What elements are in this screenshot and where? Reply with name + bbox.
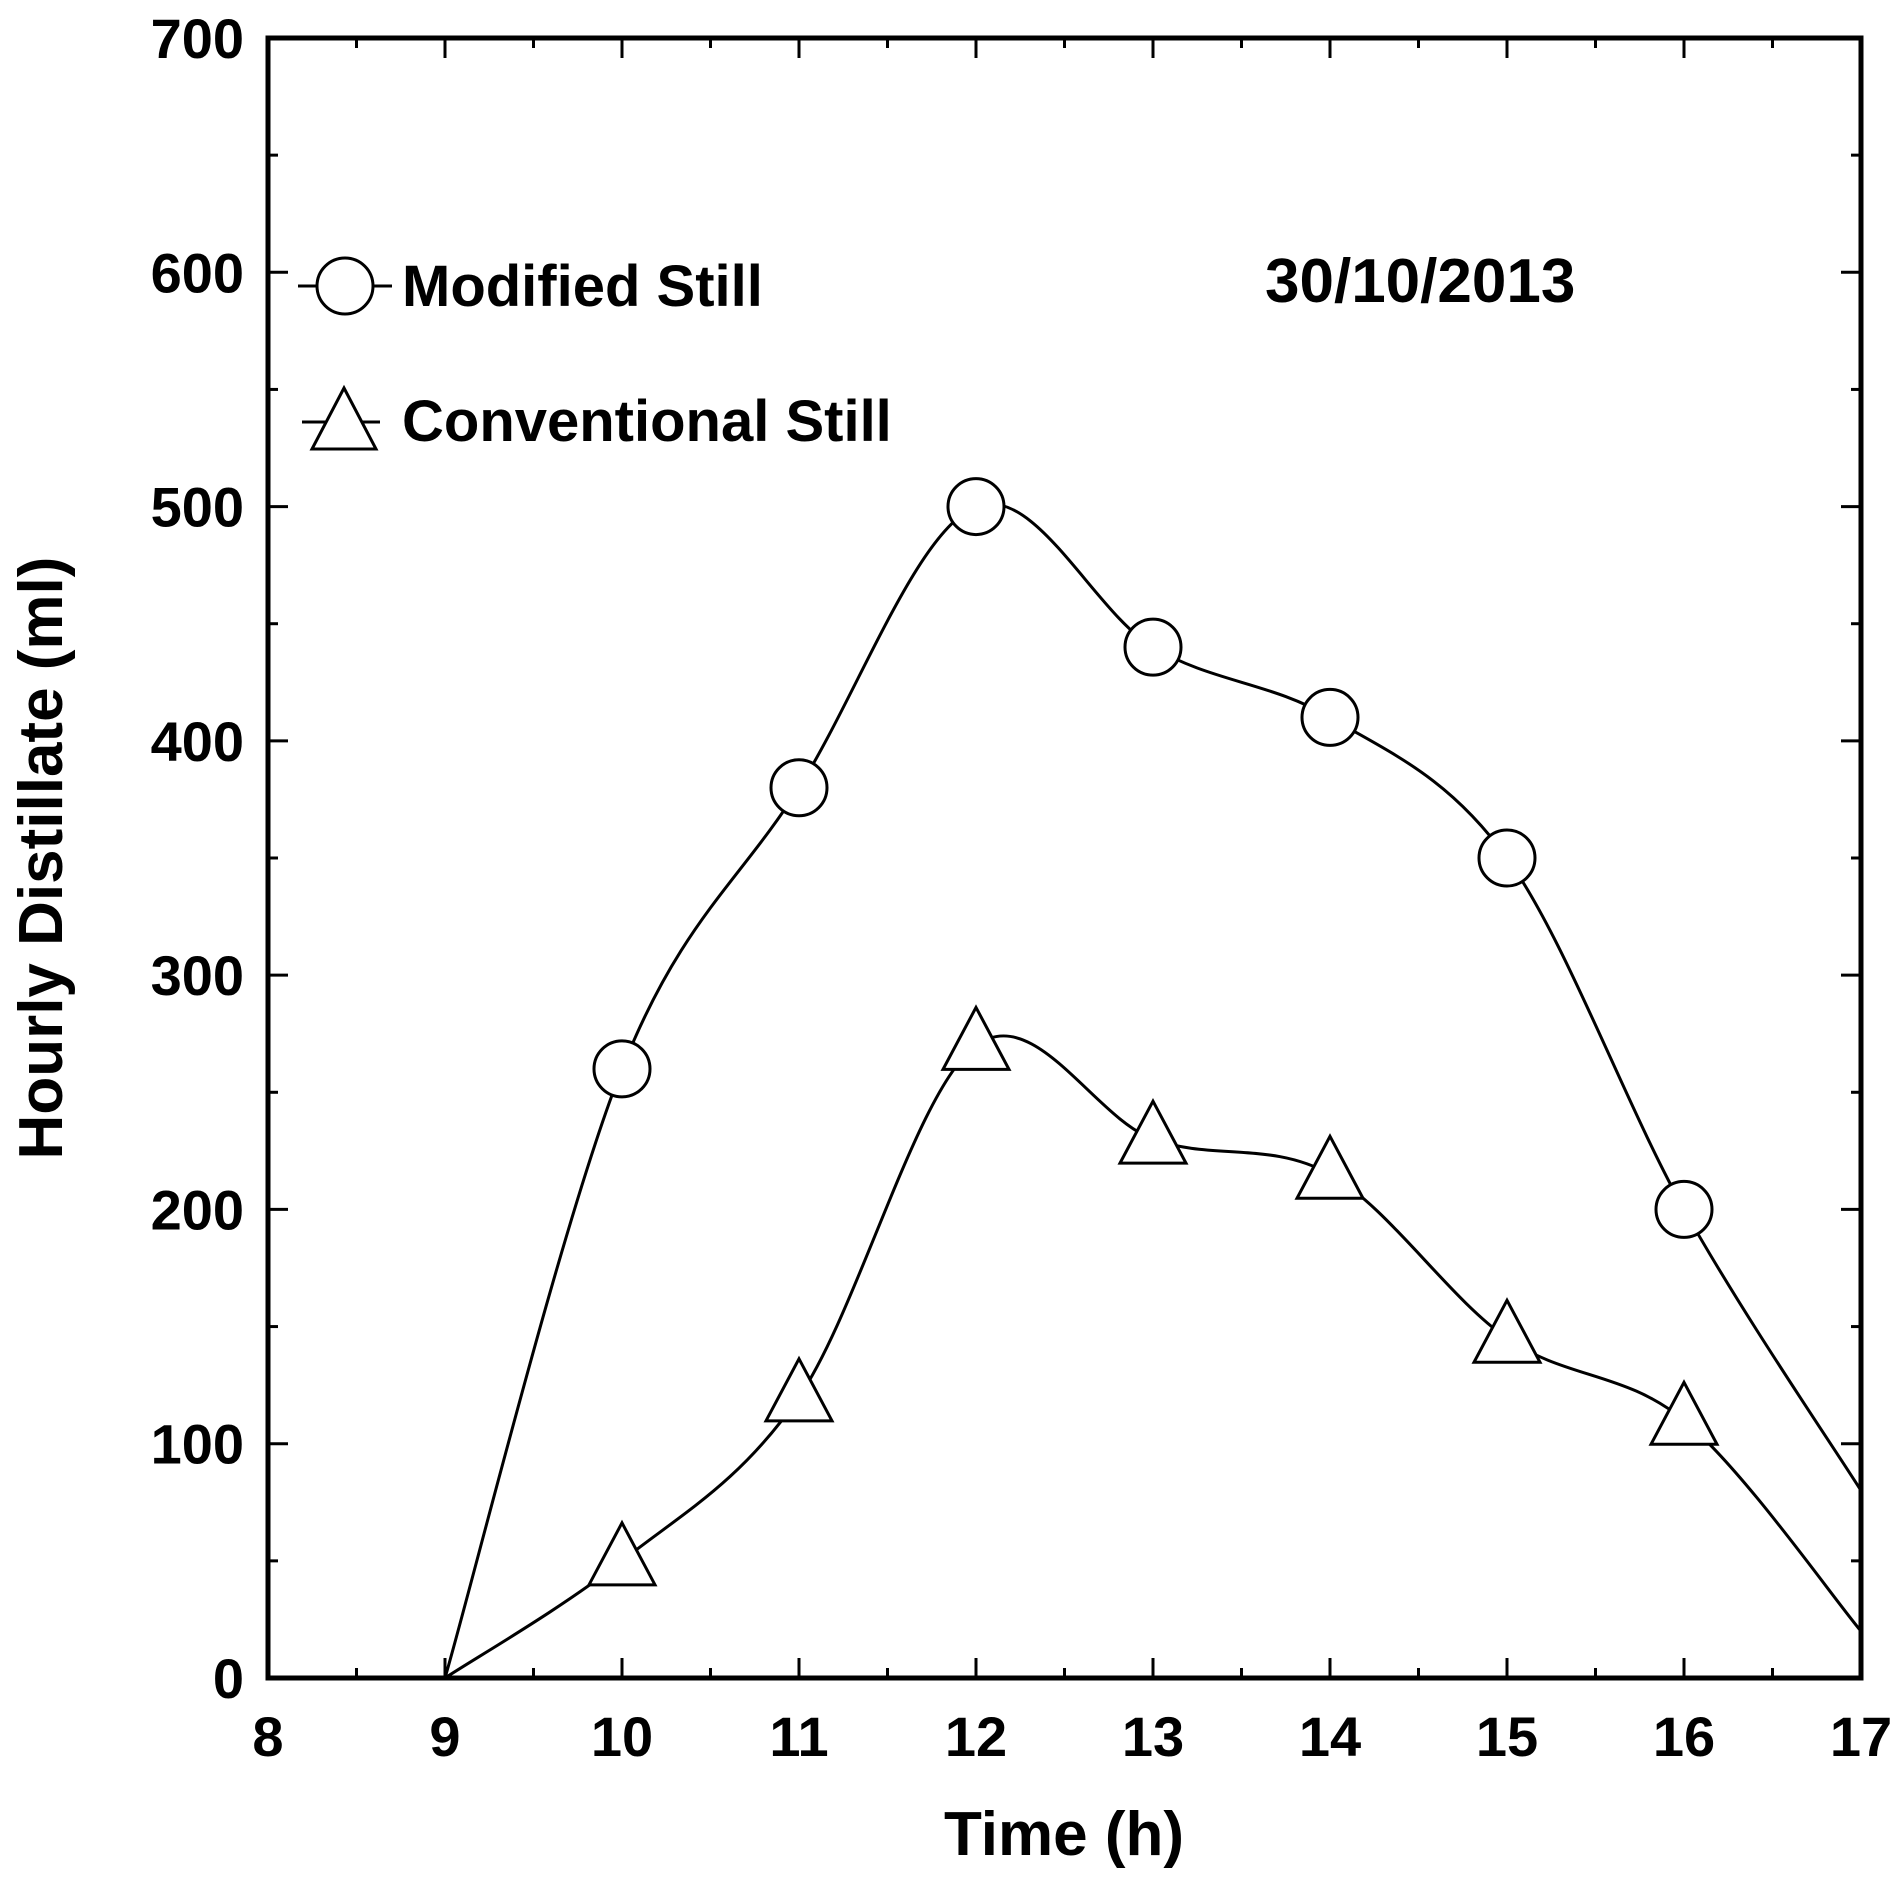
- y-tick-label: 400: [151, 710, 244, 773]
- ticks-layer: 8 9 10 11 12 13 14 15 16 17 0 100 200 300 400 500 600 700: [151, 7, 1893, 1768]
- legend-circle-marker: [315, 256, 375, 316]
- data-point-conventional-still: [1117, 1097, 1189, 1165]
- x-tick-label: 10: [591, 1705, 653, 1768]
- data-point-conventional-still: [940, 1004, 1012, 1071]
- y-tick-label: 600: [151, 241, 244, 304]
- data-point-modified-still: [946, 477, 1006, 537]
- data-point-modified-still: [1477, 828, 1537, 888]
- series-line-modified-still: [443, 502, 1863, 1679]
- legend: Modified Still Conventional Still: [298, 254, 892, 454]
- y-axis-title: Hourly Distillate (ml): [7, 557, 76, 1160]
- y-tick-label: 700: [151, 7, 244, 70]
- legend-label-conventional: Conventional Still: [402, 389, 892, 454]
- lines-layer: [443, 502, 1863, 1680]
- x-tick-label: 17: [1830, 1705, 1892, 1768]
- date-annotation: 30/10/2013: [1265, 247, 1575, 316]
- x-tick-label: 11: [769, 1705, 828, 1768]
- legend-triangle-marker: [309, 384, 379, 451]
- data-point-conventional-still: [1648, 1379, 1720, 1446]
- y-tick-label: 100: [151, 1413, 244, 1476]
- markers-layer: [586, 477, 1720, 1587]
- data-point-conventional-still: [586, 1519, 658, 1587]
- x-tick-label: 15: [1476, 1705, 1538, 1768]
- data-point-modified-still: [592, 1039, 652, 1099]
- x-tick-label: 12: [945, 1705, 1007, 1768]
- data-point-modified-still: [1300, 687, 1360, 747]
- x-tick-label: 9: [429, 1705, 460, 1768]
- y-tick-label: 300: [151, 944, 244, 1007]
- x-axis-title: Time (h): [944, 1800, 1184, 1869]
- data-point-modified-still: [1123, 617, 1183, 677]
- y-tick-label: 500: [151, 476, 244, 539]
- series-line-conventional-still: [444, 1034, 1863, 1680]
- legend-label-modified: Modified Still: [402, 254, 763, 319]
- x-tick-label: 13: [1122, 1705, 1184, 1768]
- data-point-conventional-still: [1471, 1297, 1543, 1364]
- y-tick-label: 0: [213, 1647, 244, 1710]
- y-tick-label: 200: [151, 1178, 244, 1241]
- x-tick-label: 16: [1653, 1705, 1715, 1768]
- plot-frame: [265, 35, 1864, 1681]
- data-point-modified-still: [1654, 1179, 1714, 1239]
- data-point-modified-still: [769, 758, 829, 818]
- data-point-conventional-still: [1294, 1133, 1366, 1200]
- data-point-conventional-still: [763, 1355, 835, 1423]
- x-tick-label: 8: [252, 1705, 283, 1768]
- x-tick-label: 14: [1299, 1705, 1361, 1768]
